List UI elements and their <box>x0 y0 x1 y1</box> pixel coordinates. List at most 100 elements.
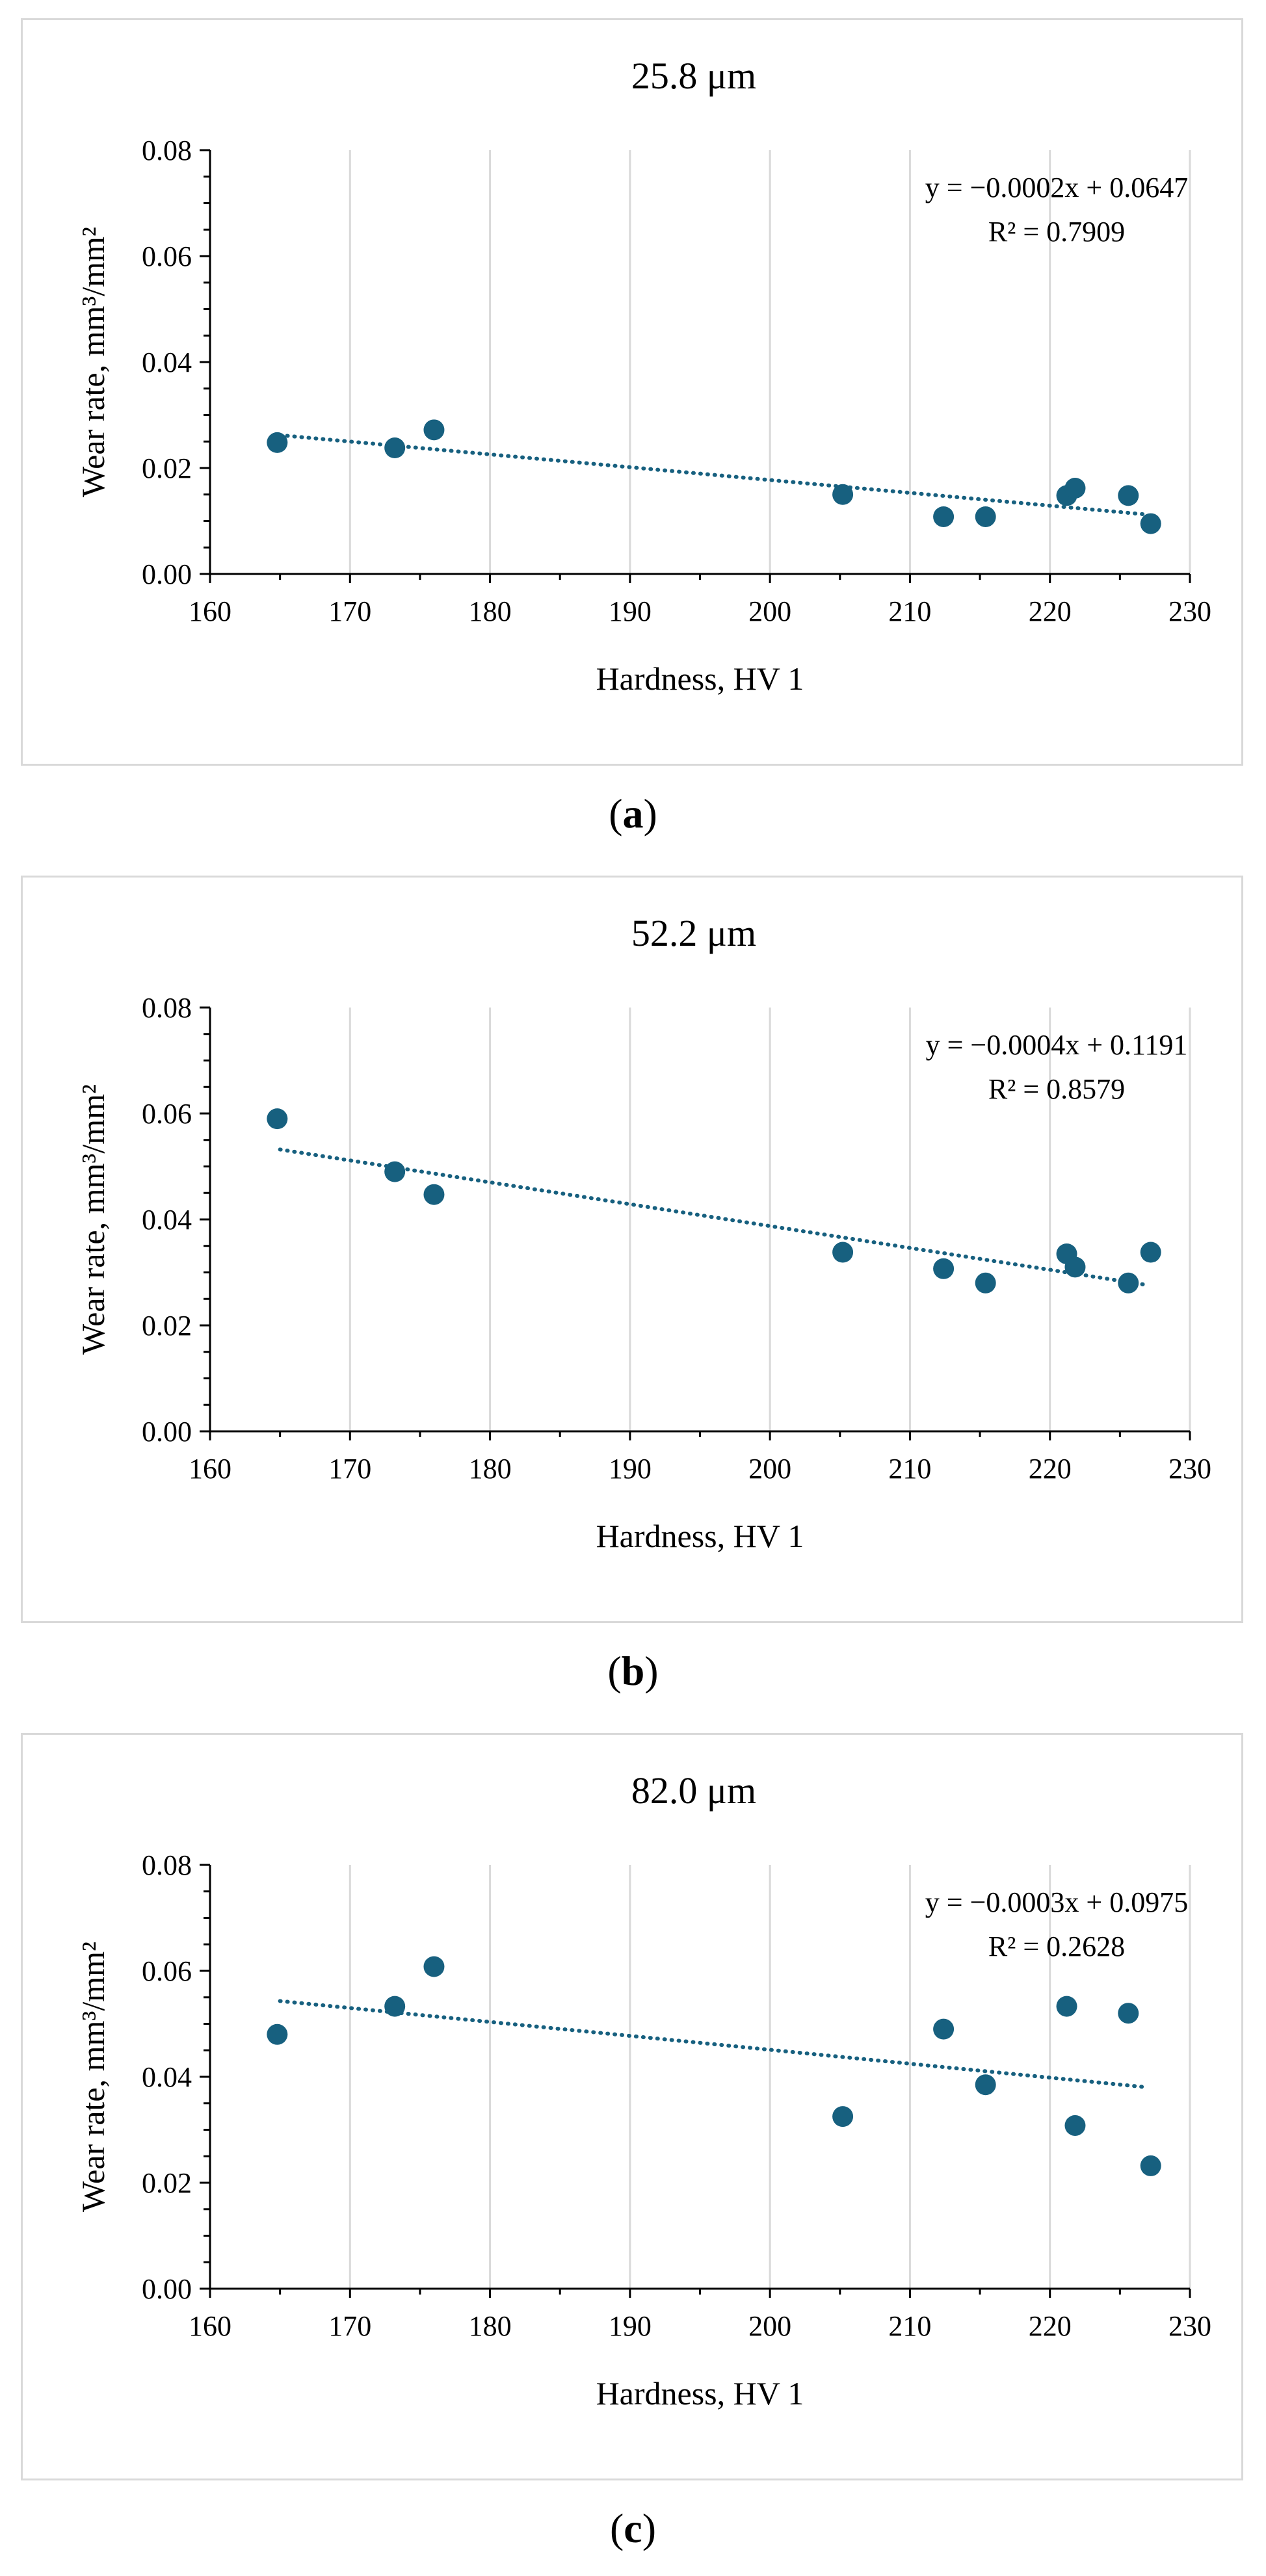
x-axis-label: Hardness, HV 1 <box>596 1518 804 1554</box>
data-point <box>975 2074 996 2096</box>
panel-caption-b: (b) <box>0 1647 1266 1695</box>
data-point <box>423 419 445 441</box>
x-tick-label: 190 <box>609 1453 652 1485</box>
data-point <box>1140 1242 1161 1263</box>
x-tick-label: 200 <box>748 595 791 627</box>
data-point <box>267 432 288 453</box>
trendline <box>278 433 1150 517</box>
data-point <box>1140 2155 1161 2176</box>
trendline-equation: y = −0.0004x + 0.1191 <box>926 1029 1188 1061</box>
data-point <box>1118 485 1139 506</box>
caption-close-paren: ) <box>643 790 657 837</box>
x-tick-label: 230 <box>1168 2310 1211 2342</box>
data-point <box>1056 1996 1077 2017</box>
y-tick-label: 0.06 <box>142 1098 192 1130</box>
data-point <box>423 1184 445 1205</box>
x-tick-label: 180 <box>469 2310 512 2342</box>
y-axis-label: Wear rate, mm³/mm² <box>75 1942 111 2212</box>
data-point <box>384 1996 406 2017</box>
chart-panel-a: 25.8 μm 160 170 180 190 200 210 220 230 0.00 0.02 0… <box>21 18 1243 766</box>
trendline <box>278 1147 1150 1288</box>
caption-open-paren: ( <box>609 790 623 837</box>
x-tick-label: 180 <box>469 1453 512 1485</box>
x-tick-label: 170 <box>328 2310 371 2342</box>
data-point <box>384 1161 406 1182</box>
y-tick-label: 0.06 <box>142 241 192 272</box>
x-tick-label: 180 <box>469 595 512 627</box>
data-point <box>832 2106 854 2127</box>
y-tick-label: 0.02 <box>142 452 192 484</box>
trendline-equation: y = −0.0003x + 0.0975 <box>925 1886 1188 1918</box>
data-point <box>1140 513 1161 534</box>
x-tick-label: 160 <box>189 595 231 627</box>
x-axis-label: Hardness, HV 1 <box>596 660 804 697</box>
y-tick-label: 0.04 <box>142 2061 192 2093</box>
chart-title: 82.0 μm <box>631 1769 756 1812</box>
x-tick-label: 210 <box>888 2310 931 2342</box>
data-point <box>423 1956 445 1977</box>
x-axis-label: Hardness, HV 1 <box>596 2375 804 2412</box>
panel-caption-c: (c) <box>0 2504 1266 2553</box>
data-point <box>975 506 996 527</box>
panel-caption-a: (a) <box>0 790 1266 838</box>
y-tick-label: 0.04 <box>142 346 192 378</box>
y-tick-label: 0.02 <box>142 1310 192 1342</box>
data-point <box>933 2018 955 2040</box>
x-tick-label: 220 <box>1029 595 1072 627</box>
data-point <box>1064 1256 1086 1278</box>
trendline <box>278 1999 1150 2090</box>
data-point <box>1118 1272 1139 1294</box>
x-tick-label: 170 <box>328 595 371 627</box>
data-point <box>933 1258 955 1279</box>
x-tick-label: 220 <box>1029 1453 1072 1485</box>
r-squared-label: R² = 0.2628 <box>988 1931 1125 1962</box>
x-tick-label: 160 <box>189 1453 231 1485</box>
chart-panel-b: 52.2 μm 160 170 180 190 200 210 220 230 0.00 0.02 0… <box>21 876 1243 1623</box>
x-tick-label: 160 <box>189 2310 231 2342</box>
data-point <box>975 1272 996 1294</box>
r-squared-label: R² = 0.7909 <box>988 216 1125 248</box>
data-point <box>384 437 406 459</box>
data-point <box>267 1108 288 1130</box>
y-axis-label: Wear rate, mm³/mm² <box>75 227 111 497</box>
x-tick-label: 210 <box>888 595 931 627</box>
y-tick-label: 0.00 <box>142 1416 192 1448</box>
data-point <box>1064 2114 1086 2136</box>
caption-close-paren: ) <box>644 1648 659 1694</box>
y-tick-label: 0.06 <box>142 1955 192 1987</box>
y-tick-label: 0.04 <box>142 1204 192 1236</box>
y-tick-label: 0.08 <box>142 135 192 166</box>
caption-open-paren: ( <box>607 1648 622 1694</box>
x-tick-label: 230 <box>1168 595 1211 627</box>
x-tick-label: 200 <box>748 2310 791 2342</box>
y-tick-label: 0.08 <box>142 1849 192 1881</box>
y-tick-label: 0.02 <box>142 2167 192 2199</box>
x-tick-label: 230 <box>1168 1453 1211 1485</box>
data-point <box>267 2023 288 2045</box>
caption-open-paren: ( <box>609 2505 624 2551</box>
data-point <box>1118 2003 1139 2024</box>
y-tick-label: 0.00 <box>142 2273 192 2305</box>
scatter-chart-b: 52.2 μm 160 170 180 190 200 210 220 230 0.00 0.02 0… <box>75 912 1211 1554</box>
data-point <box>832 1242 854 1263</box>
r-squared-label: R² = 0.8579 <box>988 1073 1125 1105</box>
chart-title: 52.2 μm <box>631 912 756 954</box>
data-point <box>832 484 854 505</box>
trendline-equation: y = −0.0002x + 0.0647 <box>925 172 1188 203</box>
data-point <box>933 506 955 527</box>
scatter-chart-c: 82.0 μm 160 170 180 190 200 210 220 230 0.00 0.02 0… <box>75 1769 1211 2412</box>
caption-close-paren: ) <box>642 2505 657 2551</box>
x-tick-label: 170 <box>328 1453 371 1485</box>
y-tick-label: 0.00 <box>142 558 192 590</box>
x-tick-label: 200 <box>748 1453 791 1485</box>
scatter-chart-a: 25.8 μm 160 170 180 190 200 210 220 230 0.00 0.02 0… <box>75 55 1211 697</box>
x-tick-label: 210 <box>888 1453 931 1485</box>
data-point <box>1064 477 1086 499</box>
y-tick-label: 0.08 <box>142 992 192 1024</box>
x-tick-label: 190 <box>609 595 652 627</box>
caption-letter: b <box>621 1648 645 1694</box>
x-tick-label: 220 <box>1029 2310 1072 2342</box>
caption-letter: c <box>624 2505 642 2551</box>
chart-title: 25.8 μm <box>631 55 756 97</box>
x-tick-label: 190 <box>609 2310 652 2342</box>
